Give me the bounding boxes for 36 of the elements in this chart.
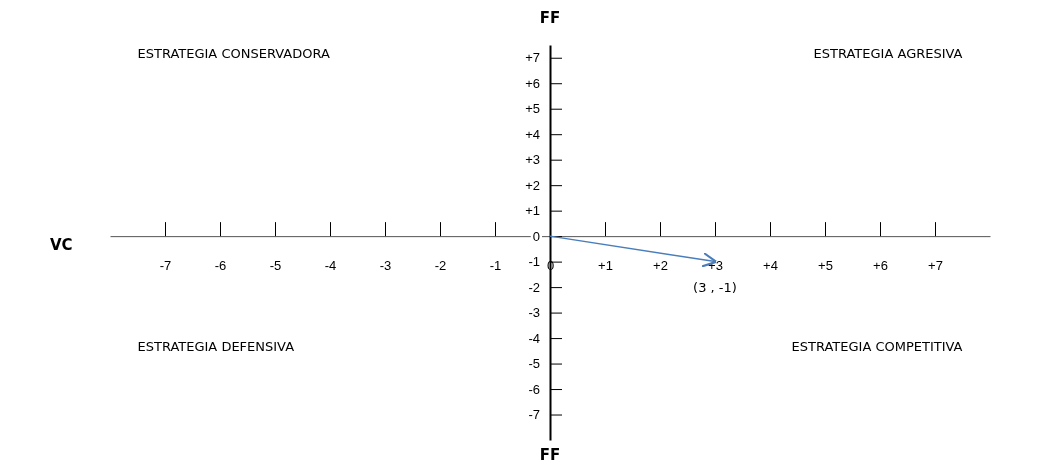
x-tick-label: -4 xyxy=(324,257,337,273)
x-tick-label: -6 xyxy=(214,257,227,273)
annotation: ESTRATEGIA COMPETITIVA xyxy=(791,338,963,354)
y-tick-label: -7 xyxy=(528,407,540,423)
y-tick-label: +3 xyxy=(525,152,540,168)
y-tick-label: -5 xyxy=(528,356,540,372)
text: FF xyxy=(539,446,561,463)
y-tick-label: -3 xyxy=(528,305,540,321)
x-tick-label: -7 xyxy=(159,257,172,273)
x-tick-label: -1 xyxy=(489,257,502,273)
y-tick-label: +2 xyxy=(525,177,540,193)
x-tick-label: +5 xyxy=(818,257,833,273)
annotation: ESTRATEGIA DEFENSIVA xyxy=(137,338,295,354)
annotation: (3 , -1) xyxy=(693,279,737,295)
y-tick-label: +6 xyxy=(525,75,540,91)
y-tick-label: +1 xyxy=(525,203,540,219)
y-tick-label: -6 xyxy=(528,381,540,397)
y-axis-title: FF xyxy=(539,9,561,27)
y-tick-label: +5 xyxy=(525,101,540,117)
annotation: ESTRATEGIA CONSERVADORA xyxy=(137,45,330,61)
x-tick-label: +6 xyxy=(873,257,888,273)
y-tick-label: -2 xyxy=(528,279,540,295)
x-tick-label: +2 xyxy=(653,257,668,273)
annotation: ESTRATEGIA AGRESIVA xyxy=(813,45,963,61)
x-axis-title: VC xyxy=(50,236,73,255)
y-tick-label: +7 xyxy=(525,50,540,66)
y-tick-label: 0 xyxy=(532,228,540,244)
x-tick-label: +1 xyxy=(598,257,613,273)
y-tick-label: -4 xyxy=(528,330,540,346)
x-tick-label: +3 xyxy=(708,257,723,273)
x-tick-label: -5 xyxy=(269,257,282,273)
y-tick-label: +4 xyxy=(525,126,540,142)
x-tick-label: +7 xyxy=(928,257,943,273)
x-tick-label: +4 xyxy=(763,257,778,273)
x-tick-label: -3 xyxy=(379,257,392,273)
x-tick-label: -2 xyxy=(434,257,447,273)
